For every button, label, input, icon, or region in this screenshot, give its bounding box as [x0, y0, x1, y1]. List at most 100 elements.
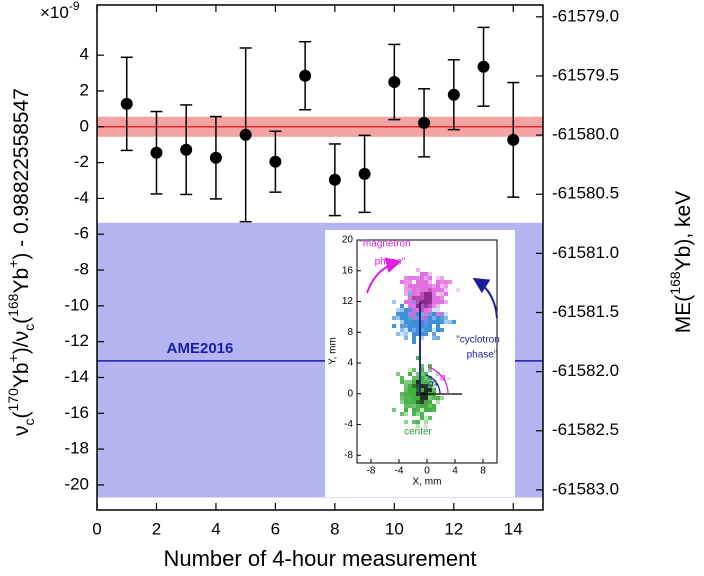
x-tick-label: 14 [504, 519, 523, 538]
cloud-pixel [404, 308, 408, 312]
cloud-pixel [428, 328, 432, 332]
cloud-pixel [424, 396, 428, 400]
cloud-pixel [424, 404, 428, 408]
inset-y-tick-label: -8 [344, 450, 353, 461]
cloud-pixel [416, 312, 420, 316]
cloud-pixel [400, 380, 404, 384]
cloud-pixel [432, 284, 436, 288]
cloud-pixel [424, 416, 428, 420]
data-point [150, 146, 163, 159]
cloud-pixel [416, 396, 420, 400]
label-part: 168 [5, 293, 21, 317]
cloud-pixel [412, 308, 416, 312]
cloud-pixel [404, 320, 408, 324]
cloud-pixel [416, 384, 420, 388]
x-tick-label: 0 [92, 519, 101, 538]
inset-y-tick-label: -4 [344, 419, 353, 430]
cloud-pixel [440, 292, 444, 296]
cloud-pixel [416, 420, 420, 424]
cloud-pixel [424, 280, 428, 284]
data-point [358, 167, 371, 180]
cloud-pixel [420, 412, 424, 416]
axis-label: νc(170Yb+)/νc(168Yb+) - 0.98822558547 [5, 88, 37, 436]
cloud-pixel [396, 312, 400, 316]
cloud-pixel [412, 340, 416, 344]
cloud-pixel [420, 324, 424, 328]
cloud-pixel [404, 284, 408, 288]
cloud-pixel [440, 300, 444, 304]
cloud-pixel [416, 404, 420, 408]
data-point [507, 133, 520, 146]
cloud-pixel [432, 292, 436, 296]
cloud-pixel [440, 296, 444, 300]
cloud-pixel [392, 300, 396, 304]
inset-y-tick-label: 0 [347, 388, 353, 399]
cloud-pixel [412, 312, 416, 316]
cloud-pixel [408, 372, 412, 376]
label-part: + [5, 354, 21, 362]
cloud-pixel [404, 288, 408, 292]
cloud-pixel [424, 388, 428, 392]
y-tick-label: -18 [64, 439, 89, 458]
cloud-pixel [420, 280, 424, 284]
cloud-pixel [424, 292, 428, 296]
cloud-pixel [424, 400, 428, 404]
cloud-pixel [424, 332, 428, 336]
cloud-pixel [404, 280, 408, 284]
cloud-pixel [400, 328, 404, 332]
cloud-pixel [408, 280, 412, 284]
cloud-pixel [424, 288, 428, 292]
y-tick-label: -14 [64, 367, 89, 386]
y-tick-label: -4 [74, 188, 89, 207]
cloud-pixel [416, 392, 420, 396]
inset-x-tick-label: -4 [395, 466, 404, 477]
cloud-pixel [420, 320, 424, 324]
label-part: Yb [10, 362, 33, 388]
cloud-pixel [424, 420, 428, 424]
cloud-pixel [428, 324, 432, 328]
cloud-pixel [416, 312, 420, 316]
cloud-pixel [432, 304, 436, 308]
label-part: )/ν [10, 331, 33, 354]
cloud-pixel [404, 292, 408, 296]
cloud-pixel [420, 280, 424, 284]
cloud-pixel [392, 316, 396, 320]
cloud-pixel [428, 368, 432, 372]
y-tick-label: -8 [74, 260, 89, 279]
cloud-pixel [432, 336, 436, 340]
cloud-pixel [412, 380, 416, 384]
cloud-pixel [424, 424, 428, 428]
cloud-pixel [420, 400, 424, 404]
cloud-pixel [432, 384, 436, 388]
y-tick-label: -10 [64, 295, 89, 314]
label-part: + [5, 260, 21, 268]
data-point [447, 88, 460, 101]
cloud-pixel [416, 300, 420, 304]
cloud-pixel [428, 272, 432, 276]
cloud-pixel [408, 392, 412, 396]
cloud-pixel [420, 336, 424, 340]
inset-annotation: phase" [375, 257, 406, 268]
inset-clouds [392, 268, 460, 428]
cloud-pixel [408, 400, 412, 404]
cloud-pixel [416, 308, 420, 312]
cloud-pixel [412, 336, 416, 340]
cloud-pixel [416, 276, 420, 280]
cloud-pixel [420, 368, 424, 372]
cloud-pixel [400, 392, 404, 396]
cloud-pixel [420, 312, 424, 316]
cloud-pixel [424, 300, 428, 304]
x-tick-label: 4 [211, 519, 220, 538]
cloud-pixel [404, 392, 408, 396]
cloud-pixel [432, 404, 436, 408]
cloud-pixel [404, 408, 408, 412]
cloud-pixel [424, 380, 428, 384]
y-tick-label: -2 [74, 152, 89, 171]
cloud-pixel [396, 372, 400, 376]
cloud-pixel [416, 300, 420, 304]
cloud-pixel [424, 284, 428, 288]
cloud-pixel [428, 404, 432, 408]
x-tick-label: 12 [444, 519, 463, 538]
cloud-pixel [400, 400, 404, 404]
cloud-pixel [436, 304, 440, 308]
